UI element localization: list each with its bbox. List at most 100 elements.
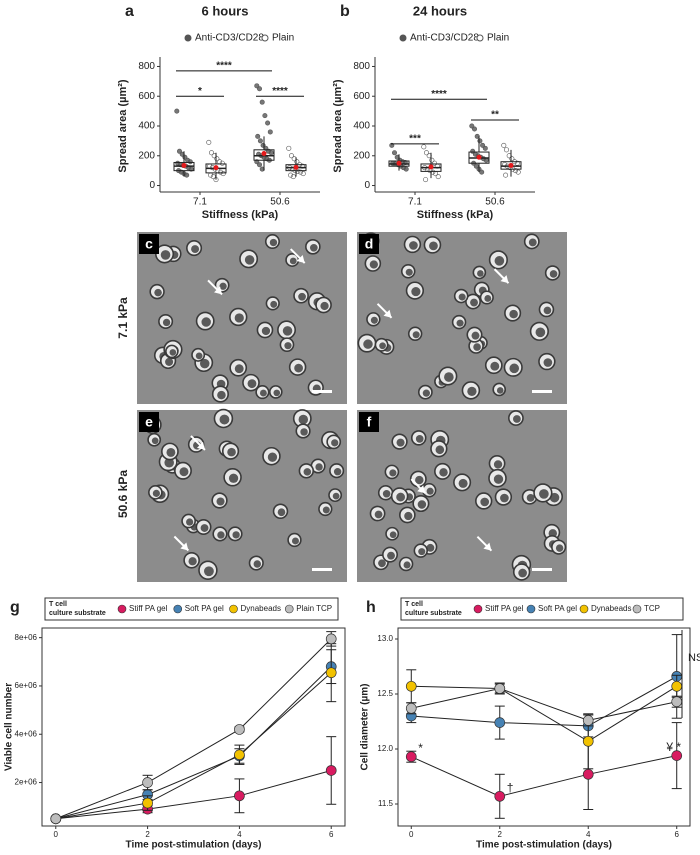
- cell-core: [186, 518, 194, 526]
- data-point: [234, 724, 245, 735]
- cell-core: [439, 468, 448, 477]
- data-point: [514, 160, 520, 166]
- cell-core: [549, 270, 558, 278]
- series-line: [55, 769, 332, 820]
- cell-core: [234, 313, 244, 323]
- cell-core: [247, 379, 257, 389]
- cell-core: [471, 331, 480, 340]
- cell-core: [151, 437, 159, 445]
- cell-core: [164, 457, 174, 468]
- data-point: [50, 813, 62, 825]
- data-point: [214, 156, 220, 162]
- data-point: [482, 145, 488, 151]
- y-tick-label: 12.5: [377, 689, 393, 698]
- cell-core: [484, 295, 492, 302]
- y-tick-label: 6e+06: [15, 681, 38, 690]
- data-point: [217, 159, 223, 165]
- cell-core: [259, 389, 267, 397]
- data-point: [257, 138, 263, 144]
- annotation: ¥ *: [665, 740, 681, 754]
- letter-box: [139, 412, 159, 432]
- legend-marker: [261, 34, 269, 42]
- cell-core: [234, 364, 244, 374]
- data-point: [265, 120, 271, 126]
- legend-label: Anti-CD3/CD28: [410, 33, 479, 44]
- data-point: [477, 138, 483, 144]
- x-tick-label: 7.1: [193, 197, 207, 208]
- legend-marker: [526, 604, 536, 614]
- series-line: [411, 675, 677, 727]
- cell-core: [379, 342, 386, 350]
- scale-bar: [532, 390, 552, 393]
- data-point: [208, 172, 214, 178]
- cell-core: [244, 255, 255, 265]
- scale-bar: [312, 568, 332, 571]
- y-tick-label: 2e+06: [15, 778, 38, 787]
- data-point: [494, 717, 506, 728]
- x-tick-label: 6: [329, 830, 334, 839]
- cell-core: [543, 306, 552, 315]
- data-point: [429, 157, 435, 163]
- data-point: [184, 172, 190, 178]
- x-tick-label: 7.1: [408, 197, 422, 208]
- cell-core: [444, 372, 454, 382]
- data-point: [256, 162, 262, 168]
- legend-label: Plain: [487, 33, 509, 44]
- significance-label: ****: [431, 89, 447, 100]
- legend-label: Soft PA gel: [185, 604, 224, 613]
- data-point: [512, 168, 518, 174]
- mean: [293, 164, 299, 170]
- y-axis-label: Viable cell number: [4, 683, 15, 771]
- legend-marker: [229, 604, 238, 614]
- cell-core: [403, 561, 411, 569]
- data-point: [405, 702, 417, 714]
- cell-core: [201, 317, 211, 327]
- letter-box: [139, 234, 159, 254]
- cell-core: [315, 463, 323, 471]
- x-tick-label: 50.6: [485, 197, 505, 208]
- data-point: [403, 166, 409, 172]
- mean: [213, 165, 219, 171]
- data-point: [432, 160, 438, 166]
- x-axis-label: Time post-stimulation (days): [126, 840, 262, 850]
- cell-core: [477, 270, 484, 277]
- data-point: [288, 172, 294, 178]
- series-line: [411, 687, 677, 721]
- x-tick-label: 2: [498, 830, 503, 839]
- data-point: [405, 680, 417, 692]
- data-point: [494, 683, 506, 694]
- data-point: [671, 750, 683, 761]
- x-tick-label: 6: [675, 830, 680, 839]
- series-line: [55, 672, 332, 820]
- significance-label: ****: [272, 86, 288, 97]
- cell-core: [456, 319, 464, 327]
- legend-box: [400, 597, 684, 621]
- panel-letter: b: [340, 3, 350, 20]
- x-tick-label: 2: [145, 830, 150, 839]
- data-point: [432, 171, 438, 177]
- cell-core: [509, 363, 520, 374]
- x-axis-label: Time post-stimulation (days): [476, 840, 612, 850]
- significance-label: ****: [216, 61, 232, 72]
- cell-core: [435, 445, 445, 455]
- data-point: [501, 142, 507, 148]
- data-point: [256, 86, 262, 92]
- plot-frame: [41, 627, 346, 827]
- arrow-head: [196, 441, 205, 450]
- x-tick-label: 0: [409, 830, 414, 839]
- cell-core: [417, 500, 427, 509]
- data-point: [582, 768, 594, 780]
- cell-core: [493, 474, 504, 484]
- annotation: †: [507, 780, 514, 794]
- cell-core: [470, 298, 478, 307]
- mean: [476, 154, 482, 160]
- y-tick-label: 600: [138, 91, 155, 102]
- cell-core: [500, 493, 509, 503]
- mean: [181, 162, 187, 168]
- cell-core: [396, 492, 406, 502]
- data-point: [325, 765, 337, 776]
- legend-marker: [184, 34, 192, 42]
- data-point: [262, 113, 268, 119]
- cell-core: [496, 387, 504, 394]
- panel-letter: f: [367, 414, 372, 430]
